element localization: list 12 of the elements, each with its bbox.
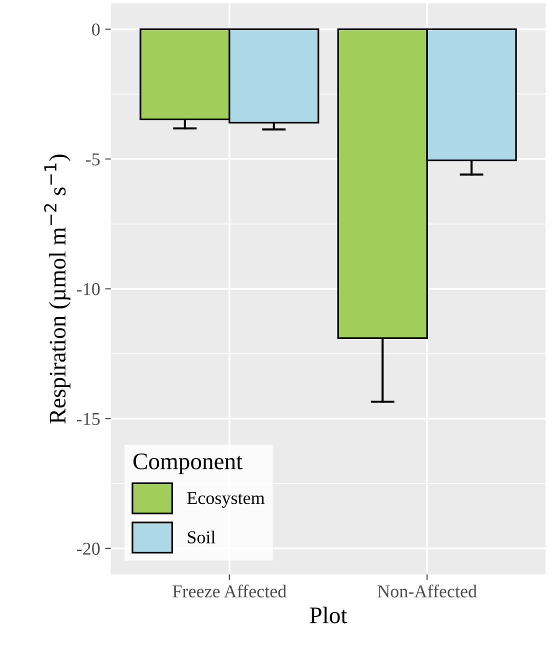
y-axis-title: Respiration (µmol m$^{−2}$ s$^{−1}$) xyxy=(44,154,70,424)
x-tick-label: Freeze Affected xyxy=(172,584,286,598)
y-tick-label: -20 xyxy=(76,542,100,555)
x-axis-title: Plot xyxy=(310,606,348,624)
x-tick-label: Non-Affected xyxy=(378,584,477,598)
y-tick-label: 0 xyxy=(92,23,100,36)
legend-label: Soil xyxy=(188,530,216,544)
y-tick-label: -10 xyxy=(76,283,100,296)
legend-title: Component xyxy=(133,453,243,474)
y-tick-label: -5 xyxy=(86,153,100,166)
y-tick-label: -15 xyxy=(76,412,100,426)
legend-label: Ecosystem xyxy=(187,492,265,508)
